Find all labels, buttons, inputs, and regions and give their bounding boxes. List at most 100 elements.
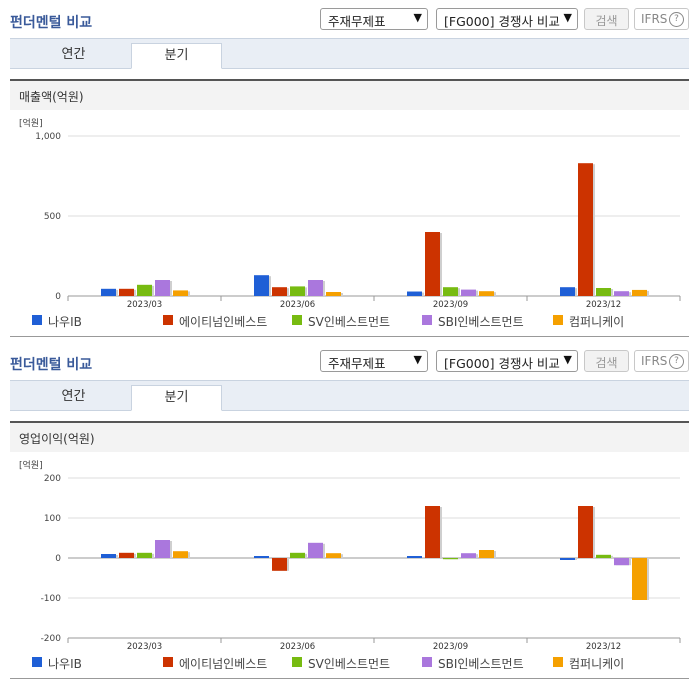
search-button[interactable]: 검색 bbox=[584, 8, 629, 30]
y-tick-label: -200 bbox=[41, 634, 62, 644]
statement-select[interactable]: 주재무제표 ▼ bbox=[320, 8, 428, 30]
ifrs-button[interactable]: IFRS ? bbox=[634, 350, 689, 372]
legend-swatch bbox=[553, 657, 563, 667]
bar[interactable] bbox=[614, 291, 629, 296]
chart-legend: 나우IB 에이티넘인베스트 SV인베스트먼트 SBI인베스트먼트 컴퍼니케이 bbox=[0, 655, 696, 671]
bar[interactable] bbox=[479, 550, 494, 558]
bar[interactable] bbox=[326, 553, 341, 558]
chart-subtitle-bar: 영업이익(억원) bbox=[10, 421, 689, 452]
bar[interactable] bbox=[137, 552, 152, 558]
revenue-chart: [억원] 0 500 1,000 2023/03 2023/06 2023/09 2023/1… bbox=[19, 117, 681, 310]
bar[interactable] bbox=[560, 558, 575, 560]
help-icon: ? bbox=[669, 12, 684, 27]
bar[interactable] bbox=[326, 292, 341, 296]
bar[interactable] bbox=[479, 291, 494, 296]
legend-swatch bbox=[32, 657, 42, 667]
bar[interactable] bbox=[272, 558, 287, 571]
search-button[interactable]: 검색 bbox=[584, 350, 629, 372]
legend-item[interactable]: 나우IB bbox=[48, 315, 82, 329]
bar[interactable] bbox=[101, 554, 116, 558]
legend-swatch bbox=[32, 315, 42, 325]
peer-group-select[interactable]: [FG000] 경쟁사 비교 ▼ bbox=[436, 350, 578, 372]
panel-title: 펀더멘털 비교 bbox=[10, 357, 93, 373]
peer-group-select-value: [FG000] 경쟁사 비교 bbox=[444, 356, 560, 371]
bar[interactable] bbox=[254, 556, 269, 558]
ifrs-label: IFRS bbox=[641, 12, 668, 26]
bar[interactable] bbox=[173, 551, 188, 558]
peer-group-select-value: [FG000] 경쟁사 비교 bbox=[444, 14, 560, 29]
chart-subtitle: 영업이익(억원) bbox=[19, 432, 95, 446]
bar[interactable] bbox=[119, 288, 134, 296]
bar[interactable] bbox=[407, 291, 422, 296]
legend-item[interactable]: SBI인베스트먼트 bbox=[438, 315, 524, 329]
legend-item[interactable]: 에이티넘인베스트 bbox=[179, 315, 268, 329]
bar[interactable] bbox=[173, 290, 188, 296]
unit-label: [억원] bbox=[19, 459, 43, 471]
tab-annual[interactable]: 연간 bbox=[61, 389, 86, 404]
bar[interactable] bbox=[155, 540, 170, 558]
legend-item[interactable]: 나우IB bbox=[48, 657, 82, 671]
bar[interactable] bbox=[308, 542, 323, 558]
bar[interactable] bbox=[290, 552, 305, 558]
bar[interactable] bbox=[632, 289, 647, 296]
bar[interactable] bbox=[119, 552, 134, 558]
chart-subtitle-bar: 매출액(억원) bbox=[10, 79, 689, 110]
bar[interactable] bbox=[614, 558, 629, 566]
chevron-down-icon: ▼ bbox=[563, 353, 572, 366]
x-tick-label: 2023/03 bbox=[127, 300, 162, 310]
x-tick-label: 2023/09 bbox=[433, 300, 468, 310]
legend-swatch bbox=[163, 315, 173, 325]
x-tick-label: 2023/12 bbox=[586, 300, 621, 310]
legend-swatch bbox=[163, 657, 173, 667]
legend-swatch bbox=[292, 657, 302, 667]
legend-item[interactable]: SBI인베스트먼트 bbox=[438, 657, 524, 671]
bar[interactable] bbox=[461, 289, 476, 296]
bar[interactable] bbox=[443, 558, 458, 560]
y-tick-label: 100 bbox=[44, 514, 61, 524]
x-tick-label: 2023/12 bbox=[586, 642, 621, 652]
bar[interactable] bbox=[632, 558, 647, 600]
bar[interactable] bbox=[425, 232, 440, 296]
legend-swatch bbox=[422, 315, 432, 325]
statement-select[interactable]: 주재무제표 ▼ bbox=[320, 350, 428, 372]
legend-item[interactable]: 에이티넘인베스트 bbox=[179, 657, 268, 671]
y-tick-label: 200 bbox=[44, 474, 61, 484]
revenue-panel: 펀더멘털 비교 주재무제표 ▼ [FG000] 경쟁사 비교 ▼ 검색 IFRS… bbox=[10, 8, 689, 337]
bar[interactable] bbox=[407, 556, 422, 558]
tab-annual[interactable]: 연간 bbox=[61, 47, 86, 62]
legend-swatch bbox=[553, 315, 563, 325]
legend-item[interactable]: 컴퍼니케이 bbox=[569, 315, 625, 329]
peer-group-select[interactable]: [FG000] 경쟁사 비교 ▼ bbox=[436, 8, 578, 30]
legend-item[interactable]: 컴퍼니케이 bbox=[569, 657, 625, 671]
bar[interactable] bbox=[272, 287, 287, 296]
y-tick-label: 0 bbox=[55, 292, 61, 302]
panel-bottom-border bbox=[10, 678, 689, 679]
ifrs-button[interactable]: IFRS ? bbox=[634, 8, 689, 30]
x-tick-label: 2023/03 bbox=[127, 642, 162, 652]
bar[interactable] bbox=[596, 288, 611, 296]
operating-income-chart: [억원] -200 -100 0 100 200 2023/03 2023/06 2023/09… bbox=[19, 459, 681, 652]
bar[interactable] bbox=[461, 553, 476, 558]
chevron-down-icon: ▼ bbox=[563, 11, 572, 24]
bar[interactable] bbox=[290, 286, 305, 296]
legend-item[interactable]: SV인베스트먼트 bbox=[308, 657, 391, 671]
legend-item[interactable]: SV인베스트먼트 bbox=[308, 315, 391, 329]
y-tick-label: 0 bbox=[55, 554, 61, 564]
tab-quarterly[interactable]: 분기 bbox=[131, 385, 222, 411]
bar[interactable] bbox=[578, 163, 593, 296]
bar[interactable] bbox=[578, 506, 593, 558]
bar[interactable] bbox=[101, 288, 116, 296]
bar[interactable] bbox=[596, 554, 611, 558]
bar[interactable] bbox=[443, 287, 458, 296]
bar[interactable] bbox=[308, 280, 323, 296]
bar[interactable] bbox=[425, 506, 440, 558]
bar[interactable] bbox=[254, 275, 269, 296]
panel-bottom-border bbox=[10, 336, 689, 337]
bar[interactable] bbox=[137, 284, 152, 296]
bar[interactable] bbox=[560, 287, 575, 296]
tab-quarterly[interactable]: 분기 bbox=[131, 43, 222, 69]
bar[interactable] bbox=[155, 280, 170, 296]
x-tick-label: 2023/09 bbox=[433, 642, 468, 652]
legend-swatch bbox=[422, 657, 432, 667]
chevron-down-icon: ▼ bbox=[413, 11, 422, 24]
